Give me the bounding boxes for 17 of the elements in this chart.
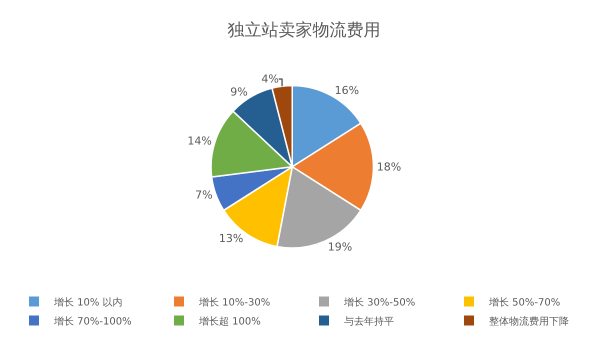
legend-label: 增长 10%-30% (198, 296, 270, 308)
legend-label: 增长 10% 以内 (53, 296, 123, 308)
chart-title: 独立站卖家物流费用 (228, 20, 380, 41)
legend-label: 与去年持平 (344, 315, 394, 328)
legend-label: 增长 50%-70% (488, 296, 560, 308)
data-label: 13% (218, 232, 244, 245)
data-label: 19% (328, 240, 352, 254)
data-label: 4% (261, 72, 279, 86)
data-label: 9% (230, 86, 248, 99)
data-label: 16% (334, 84, 360, 98)
data-label: 7% (195, 188, 213, 202)
legend-label: 增长超 100% (198, 315, 261, 328)
legend-label: 整体物流费用下降 (489, 315, 569, 328)
legend-label: 增长 70%-100% (53, 315, 132, 328)
legend-label: 增长 30%-50% (343, 296, 416, 308)
data-label: 18% (376, 160, 402, 174)
data-label: 14% (187, 134, 212, 148)
